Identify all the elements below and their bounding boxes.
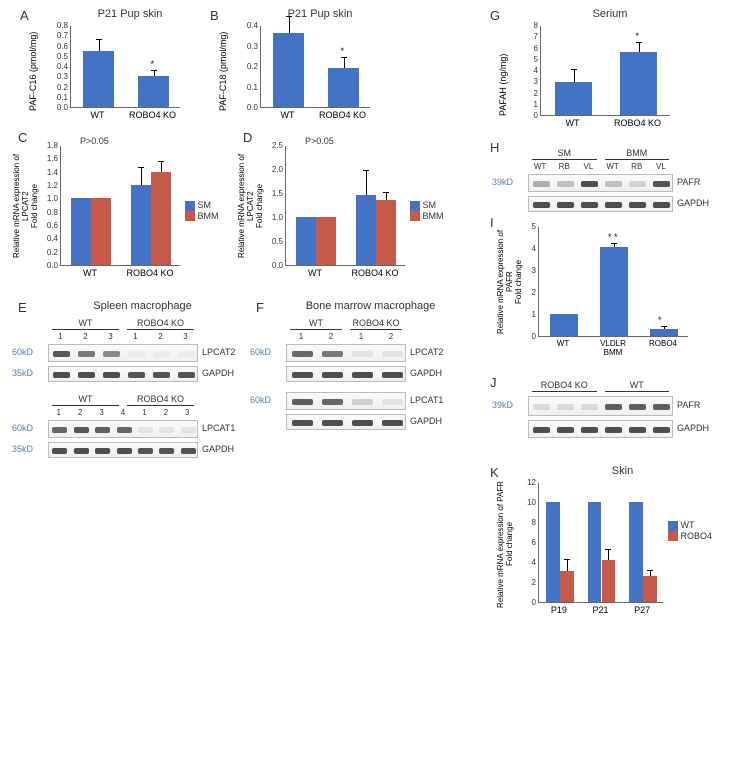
panel-e: E Spleen macrophage WTROBO4 KO12312360kD… bbox=[10, 300, 240, 510]
panel-h-label: H bbox=[490, 140, 499, 155]
panel-k-chart: 024681012 bbox=[538, 483, 663, 603]
panel-k: K Skin Relative mRNA expression of PAFR … bbox=[490, 465, 715, 635]
panel-f: F Bone marrow macrophage WTROBO4 KO12126… bbox=[248, 300, 458, 510]
panel-d-xlabels: WTROBO4 KO bbox=[285, 268, 405, 278]
panel-e-label: E bbox=[18, 300, 27, 315]
panel-d: D Relative mRNA expression of LPCAT2 Fol… bbox=[235, 130, 455, 290]
panel-i-chart: 012345* ** bbox=[538, 227, 688, 337]
panel-d-ylabel: Relative mRNA expression of LPCAT2 Fold … bbox=[237, 142, 264, 270]
panel-c: C Relative mRNA expression of LPCAT2 Fol… bbox=[10, 130, 230, 290]
panel-b-label: B bbox=[210, 8, 219, 23]
panel-a-chart: 0.00.10.20.30.40.50.60.70.8* bbox=[70, 26, 180, 108]
panel-a: A P21 Pup skin PAF-C16 (pmol/mg) 0.00.10… bbox=[20, 8, 200, 123]
panel-i-ylabel: Relative mRNA expression of PAFR Fold ch… bbox=[496, 223, 523, 341]
panel-j-label: J bbox=[490, 375, 497, 390]
panel-i: I Relative mRNA expression of PAFR Fold … bbox=[490, 215, 715, 365]
panel-a-label: A bbox=[20, 8, 29, 23]
panel-g: G Serium PAFAH (ng/mg) 012345678* WTROBO… bbox=[490, 8, 690, 133]
panel-g-chart: 012345678* bbox=[540, 26, 670, 116]
panel-b-title: P21 Pup skin bbox=[250, 8, 390, 20]
panel-g-ylabel: PAFAH (ng/mg) bbox=[498, 26, 508, 116]
panel-b-ylabel: PAF-C18 (pmol/mg) bbox=[218, 26, 228, 111]
panel-d-legend: SM BMM bbox=[410, 200, 444, 221]
panel-b: B P21 Pup skin PAF-C18 (pmol/mg) 0.00.10… bbox=[210, 8, 390, 123]
panel-a-xlabels: WTROBO4 KO bbox=[70, 110, 180, 120]
panel-k-label: K bbox=[490, 465, 499, 480]
panel-e-title: Spleen macrophage bbox=[45, 300, 240, 312]
panel-g-xlabels: WTROBO4 KO bbox=[540, 118, 670, 128]
panel-d-pvalue: P>0.05 bbox=[305, 136, 334, 146]
panel-c-xlabels: WTROBO4 KO bbox=[60, 268, 180, 278]
panel-f-title: Bone marrow macrophage bbox=[283, 300, 458, 312]
panel-b-chart: 0.00.10.20.30.4* bbox=[260, 26, 370, 108]
panel-d-chart: 0.00.51.01.52.02.5 bbox=[285, 146, 405, 266]
panel-i-xlabels: WTVLDLR BMMROBO4 bbox=[538, 339, 688, 357]
panel-c-legend: SM BMM bbox=[185, 200, 219, 221]
panel-k-legend: WT ROBO4 bbox=[668, 520, 712, 541]
panel-g-label: G bbox=[490, 8, 500, 23]
panel-g-title: Serium bbox=[530, 8, 690, 20]
panel-i-label: I bbox=[490, 215, 494, 230]
panel-c-pvalue: P>0.05 bbox=[80, 136, 109, 146]
panel-j: J ROBO4 KOWT39kDPAFRGAPDH bbox=[490, 375, 715, 460]
panel-b-xlabels: WTROBO4 KO bbox=[260, 110, 370, 120]
panel-a-ylabel: PAF-C16 (pmol/mg) bbox=[28, 26, 38, 111]
panel-f-label: F bbox=[256, 300, 264, 315]
panel-k-xlabels: P19P21P27 bbox=[538, 605, 663, 615]
panel-h: H SMBMMWTRBVLWTRBVL39kDPAFRGAPDH bbox=[490, 140, 715, 220]
panel-k-title: Skin bbox=[530, 465, 715, 477]
panel-c-chart: 0.00.20.40.60.81.01.21.41.61.8 bbox=[60, 146, 180, 266]
panel-a-title: P21 Pup skin bbox=[60, 8, 200, 20]
